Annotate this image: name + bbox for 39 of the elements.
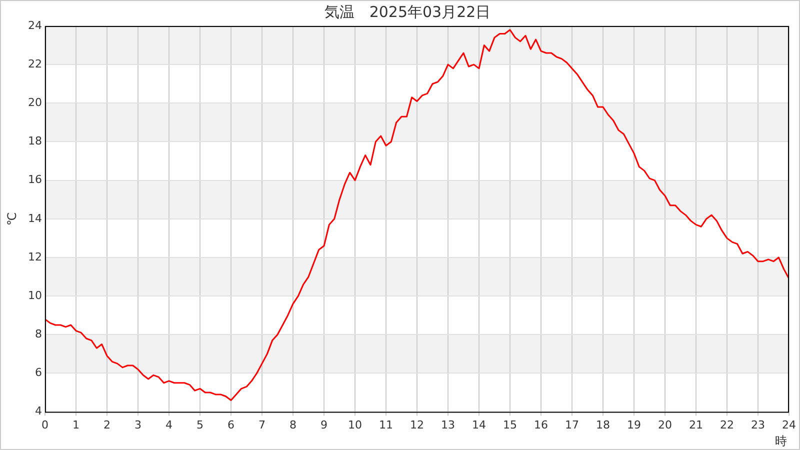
x-tick-label: 15: [503, 418, 517, 432]
x-tick-label: 14: [472, 418, 486, 432]
x-tick-label: 24: [782, 418, 796, 432]
x-tick-label: 8: [290, 418, 296, 432]
x-tick-label: 1: [72, 418, 80, 432]
y-tick-label: 12: [28, 250, 42, 264]
x-tick-label: 13: [441, 418, 455, 432]
x-tick-label: 19: [627, 418, 641, 432]
y-tick-label: 24: [28, 18, 42, 32]
x-tick-label: 4: [166, 418, 172, 432]
x-tick-label: 17: [565, 418, 579, 432]
x-axis-title: 時: [775, 434, 787, 448]
x-tick-label: 7: [258, 418, 266, 432]
y-tick-label: 6: [34, 366, 42, 380]
y-tick-label: 20: [28, 96, 42, 110]
x-tick-label: 5: [196, 418, 204, 432]
y-tick-label: 8: [34, 328, 42, 340]
y-tick-label: 4: [34, 404, 42, 418]
x-tick-label: 23: [751, 418, 765, 432]
x-tick-label: 20: [658, 418, 672, 432]
x-tick-label: 22: [720, 418, 734, 432]
y-tick-label: 18: [28, 134, 42, 148]
x-tick-label: 21: [689, 418, 703, 432]
x-tick-label: 18: [596, 418, 610, 432]
y-tick-label: 22: [28, 57, 42, 70]
x-tick-label: 0: [41, 418, 48, 432]
y-tick-label: 14: [28, 212, 42, 225]
y-tick-label: 10: [28, 288, 42, 302]
x-tick-label: 12: [410, 418, 424, 432]
x-tick-label: 3: [134, 418, 142, 432]
x-tick-label: 9: [320, 418, 328, 432]
x-tick-label: 16: [534, 418, 548, 432]
y-axis-title: ℃: [5, 212, 20, 226]
x-tick-label: 10: [348, 418, 362, 432]
x-tick-label: 6: [228, 418, 234, 432]
y-tick-label: 16: [28, 173, 42, 186]
chart-title: 気温 2025年03月22日: [324, 2, 491, 21]
x-tick-label: 11: [379, 418, 393, 432]
x-tick-label: 2: [103, 418, 110, 432]
